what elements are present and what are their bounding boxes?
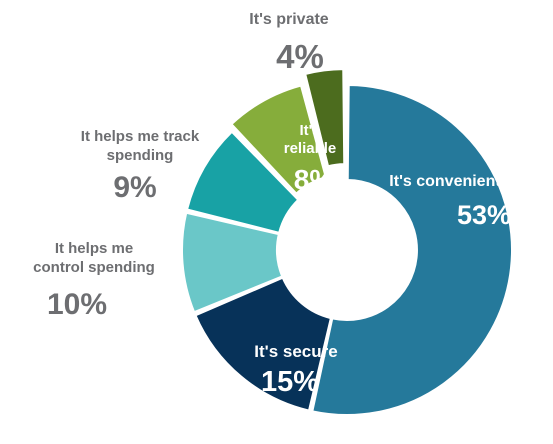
label-secure: It's secure — [254, 342, 337, 361]
slice-it-s-convenient — [311, 83, 513, 416]
label-private: It's private — [249, 11, 328, 28]
value-control-spending: 10% — [47, 288, 107, 321]
slice-it-helps-me-track-spending — [185, 130, 300, 235]
slice-it-s-private — [303, 68, 346, 168]
donut-slices — [181, 68, 513, 416]
slice-it-s-reliable — [230, 84, 328, 196]
label-convenient: It's convenient — [389, 173, 501, 190]
slice-it-s-secure — [194, 276, 333, 412]
value-private: 4% — [276, 38, 324, 75]
value-track-spending: 9% — [113, 171, 156, 204]
label-reliable: It's reliable — [284, 122, 337, 157]
value-convenient: 53% — [457, 200, 511, 230]
value-secure: 15% — [261, 366, 319, 398]
slice-labels: It's convenient 53% It's secure 15% It h… — [33, 11, 511, 398]
slice-it-helps-me-control-spending — [181, 211, 284, 314]
label-control-spending: It helps me control spending — [33, 240, 155, 276]
label-track-spending: It helps me track spending — [81, 128, 200, 164]
value-reliable: 8% — [294, 164, 335, 195]
